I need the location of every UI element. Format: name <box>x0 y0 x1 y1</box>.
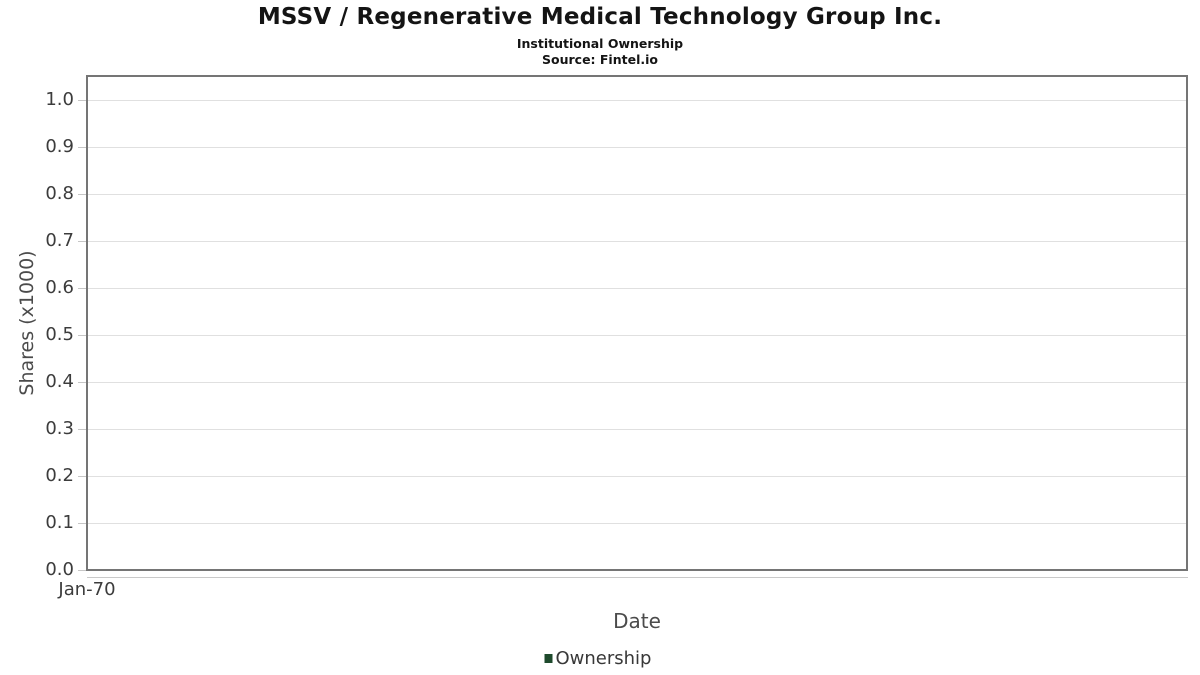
y-tick-label: 1.0 <box>45 89 74 110</box>
gridline <box>88 523 1186 524</box>
chart-subtitle: Institutional Ownership <box>516 36 684 51</box>
y-tick-mark <box>78 476 86 477</box>
x-axis-baseline <box>87 577 1188 578</box>
y-tick-mark <box>78 288 86 289</box>
chart-source: Source: Fintel.io <box>542 52 658 67</box>
y-tick-mark <box>78 147 86 148</box>
chart-title: MSSV / Regenerative Medical Technology G… <box>257 4 943 30</box>
y-tick-label: 0.9 <box>45 136 74 157</box>
y-tick-mark <box>78 523 86 524</box>
gridline <box>88 476 1186 477</box>
y-tick-label: 0.7 <box>45 230 74 251</box>
y-tick-label: 0.4 <box>45 371 74 392</box>
gridline <box>88 147 1186 148</box>
plot-area <box>86 75 1188 571</box>
x-tick-label: Jan-70 <box>58 579 116 600</box>
x-axis-title: Date <box>613 609 661 633</box>
y-tick-label: 0.8 <box>45 183 74 204</box>
y-tick-label: 0.5 <box>45 324 74 345</box>
gridline <box>88 288 1186 289</box>
y-tick-mark <box>78 335 86 336</box>
y-tick-label: 0.2 <box>45 465 74 486</box>
gridline <box>88 241 1186 242</box>
gridline <box>88 100 1186 101</box>
y-axis-title: Shares (x1000) <box>16 250 38 396</box>
y-tick-label: 0.6 <box>45 277 74 298</box>
gridline <box>88 382 1186 383</box>
gridline <box>88 335 1186 336</box>
legend-marker-ownership <box>544 654 553 663</box>
y-tick-mark <box>78 194 86 195</box>
y-tick-mark <box>78 382 86 383</box>
y-tick-label: 0.1 <box>45 512 74 533</box>
legend: Ownership <box>544 648 652 669</box>
y-tick-mark <box>78 429 86 430</box>
legend-label-ownership: Ownership <box>555 648 652 669</box>
legend-item-ownership[interactable]: Ownership <box>544 648 652 669</box>
gridline <box>88 429 1186 430</box>
gridline <box>88 194 1186 195</box>
y-tick-mark <box>78 570 86 571</box>
y-tick-label: 0.0 <box>45 559 74 580</box>
y-tick-mark <box>78 241 86 242</box>
y-tick-mark <box>78 100 86 101</box>
y-tick-label: 0.3 <box>45 418 74 439</box>
